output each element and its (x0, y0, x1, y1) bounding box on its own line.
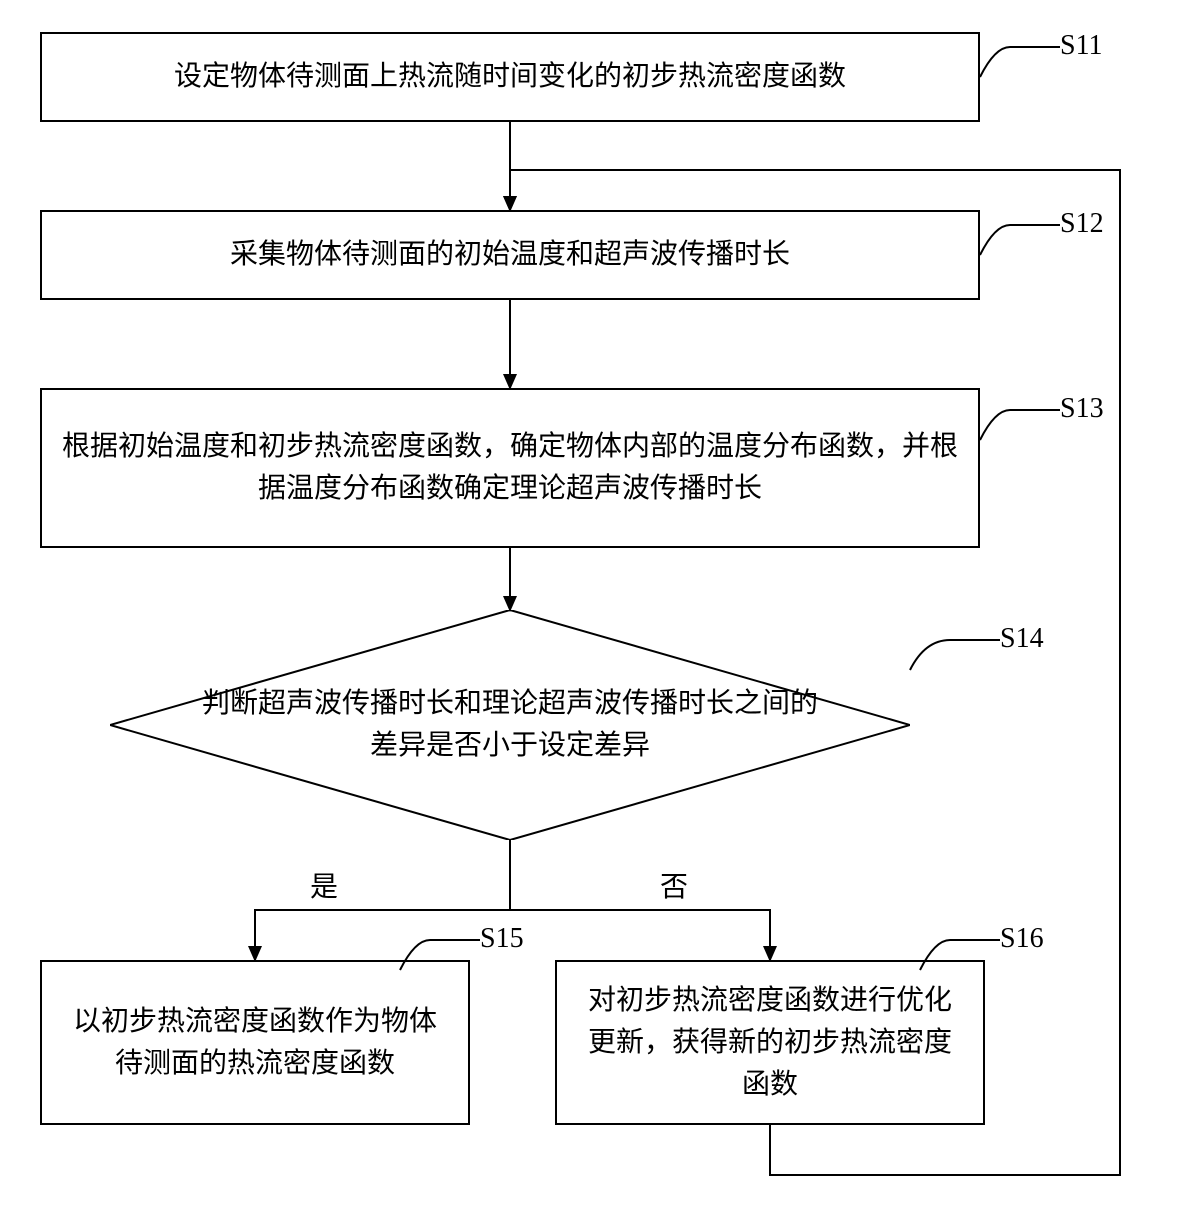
process-s11-text: 设定物体待测面上热流随时间变化的初步热流密度函数 (174, 56, 846, 98)
step-label-s13-text: S13 (1060, 393, 1104, 424)
step-label-s11: S11 (1060, 30, 1103, 62)
process-s13-text: 根据初始温度和初步热流密度函数，确定物体内部的温度分布函数，并根据温度分布函数确… (62, 426, 958, 510)
step-label-s13: S13 (1060, 393, 1104, 425)
branch-no-text: 否 (660, 872, 688, 903)
process-s15-text: 以初步热流密度函数作为物体待测面的热流密度函数 (62, 1001, 448, 1085)
branch-label-yes: 是 (310, 865, 338, 905)
branch-label-no: 否 (660, 865, 688, 905)
process-s12-text: 采集物体待测面的初始温度和超声波传播时长 (230, 234, 790, 276)
step-label-s15: S15 (480, 923, 524, 955)
branch-yes-text: 是 (310, 872, 338, 903)
decision-s14: 判断超声波传播时长和理论超声波传播时长之间的差异是否小于设定差异 (110, 610, 910, 840)
process-s16: 对初步热流密度函数进行优化更新，获得新的初步热流密度函数 (555, 960, 985, 1125)
step-label-s15-text: S15 (480, 923, 524, 954)
step-label-s12: S12 (1060, 208, 1104, 240)
step-label-s14: S14 (1000, 623, 1044, 655)
decision-s14-text-span: 判断超声波传播时长和理论超声波传播时长之间的差异是否小于设定差异 (190, 683, 830, 767)
process-s15: 以初步热流密度函数作为物体待测面的热流密度函数 (40, 960, 470, 1125)
step-label-s12-text: S12 (1060, 208, 1104, 239)
step-label-s16: S16 (1000, 923, 1044, 955)
process-s16-text: 对初步热流密度函数进行优化更新，获得新的初步热流密度函数 (577, 980, 963, 1106)
step-label-s11-text: S11 (1060, 30, 1103, 61)
decision-s14-text: 判断超声波传播时长和理论超声波传播时长之间的差异是否小于设定差异 (110, 610, 910, 840)
process-s11: 设定物体待测面上热流随时间变化的初步热流密度函数 (40, 32, 980, 122)
step-label-s14-text: S14 (1000, 623, 1044, 654)
process-s13: 根据初始温度和初步热流密度函数，确定物体内部的温度分布函数，并根据温度分布函数确… (40, 388, 980, 548)
process-s12: 采集物体待测面的初始温度和超声波传播时长 (40, 210, 980, 300)
step-label-s16-text: S16 (1000, 923, 1044, 954)
